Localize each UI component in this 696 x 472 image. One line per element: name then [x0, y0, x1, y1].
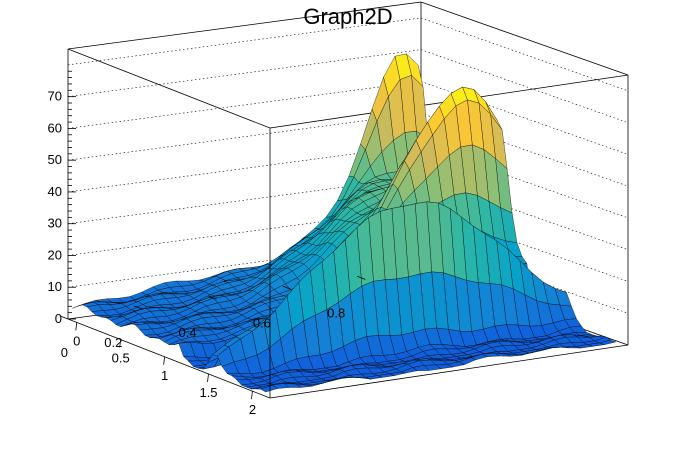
z-tick-label: 70 — [48, 89, 62, 104]
grid-line — [420, 17, 629, 92]
grid-line — [67, 49, 422, 97]
x-tick-label: 0.5 — [112, 351, 130, 366]
grid-line — [67, 17, 422, 66]
chart-title: Graph2D — [303, 4, 392, 29]
grid-line — [420, 49, 629, 123]
z-tick-label: 60 — [48, 120, 62, 135]
frame-edge — [420, 1, 629, 76]
grid-line — [67, 112, 422, 161]
x-tick — [207, 373, 209, 383]
y-tick-label: 0.4 — [179, 325, 197, 340]
y-tick — [59, 315, 69, 320]
z-tick-label: 50 — [48, 152, 62, 167]
x-tick-label: 1 — [161, 368, 168, 383]
x-tick — [163, 356, 166, 365]
x-tick-label: 2 — [249, 402, 256, 417]
x-tick — [75, 322, 78, 331]
y-tick-label: 0 — [61, 345, 68, 360]
y-tick — [357, 275, 366, 280]
grid-line — [67, 81, 422, 129]
surface-mesh — [72, 53, 617, 393]
x-tick-label: 0 — [73, 333, 80, 348]
frame-edge — [67, 318, 271, 399]
y-tick — [208, 295, 217, 300]
frame-edge — [67, 1, 422, 50]
y-tick-label: 0.2 — [104, 335, 122, 350]
y-tick-label: 0.6 — [253, 315, 271, 330]
y-tick — [134, 305, 143, 310]
z-tick-label: 20 — [48, 247, 62, 262]
frame-edge — [67, 48, 271, 129]
y-tick-label: 0.8 — [327, 305, 345, 320]
y-tick — [282, 285, 292, 290]
surface-cell — [260, 384, 278, 393]
frame-front — [67, 49, 629, 399]
frame-edge — [269, 344, 629, 399]
z-tick-label: 0 — [55, 311, 62, 326]
x-tick-label: 1.5 — [199, 385, 217, 400]
x-tick — [251, 391, 253, 400]
z-tick-label: 30 — [48, 216, 62, 231]
z-tick-label: 40 — [48, 184, 62, 199]
x-tick — [119, 339, 122, 348]
z-tick-label: 10 — [48, 279, 62, 294]
